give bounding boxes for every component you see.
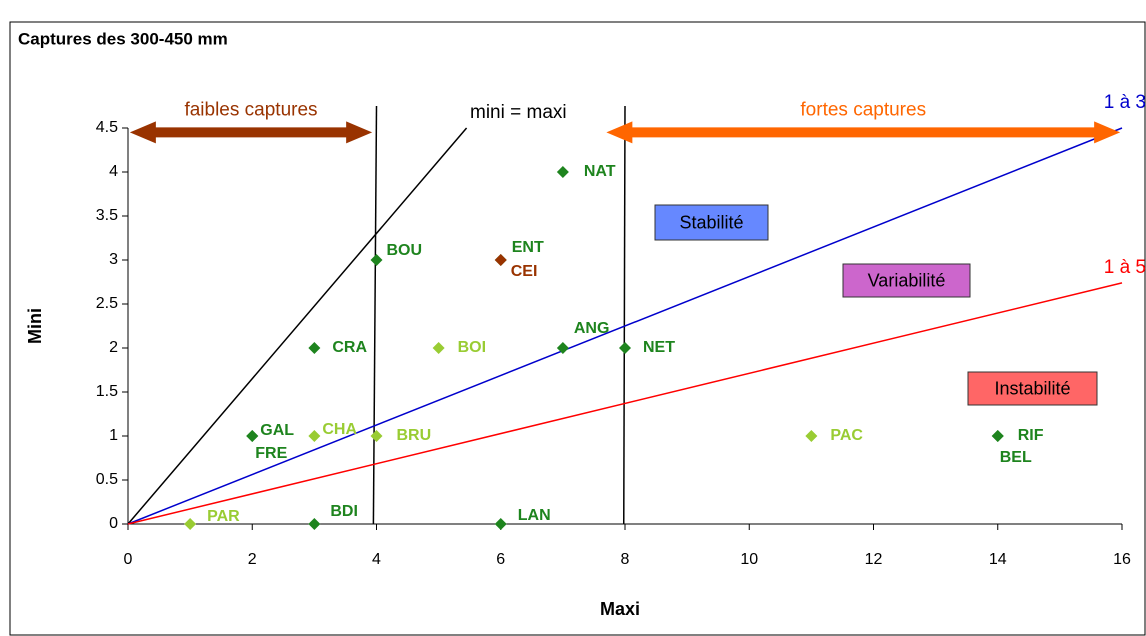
zone-box: [842, 263, 971, 298]
range-arrow: [129, 121, 373, 144]
point-label: CRA: [332, 339, 367, 356]
point: [494, 518, 507, 530]
ratio-line-label: 1 à 5: [1104, 257, 1146, 278]
zone-label: Stabilité: [679, 212, 743, 232]
point: [556, 166, 569, 178]
point-label: PAR: [207, 508, 240, 525]
y-tick-label: 4: [109, 163, 118, 180]
separator-line: [372, 105, 378, 525]
x-tick-label: 6: [496, 551, 505, 568]
point: [184, 518, 197, 530]
point: [308, 430, 321, 442]
zone-box: [967, 371, 1098, 406]
y-tick-label: 1.5: [96, 383, 118, 400]
range-arrow: [606, 121, 1121, 144]
zone-label: Instabilité: [994, 378, 1070, 398]
range-arrow-label: faibles captures: [184, 99, 317, 120]
x-tick-label: 0: [124, 551, 133, 568]
point-label: ENT: [512, 239, 544, 256]
point: [246, 430, 259, 442]
point: [370, 254, 383, 266]
y-tick-label: 2.5: [96, 295, 118, 312]
x-tick-label: 8: [621, 551, 630, 568]
point-label: LAN: [518, 507, 551, 524]
point: [494, 254, 507, 266]
y-axis-label: Mini: [25, 308, 45, 344]
x-tick-label: 2: [248, 551, 257, 568]
point-label: NET: [643, 339, 675, 356]
point-label: BRU: [397, 427, 432, 444]
point: [308, 342, 321, 354]
point-label: BOI: [458, 339, 486, 356]
y-tick-label: 3: [109, 251, 118, 268]
point-label: NAT: [584, 163, 616, 180]
ratio-line: [127, 127, 468, 525]
point-label: CEI: [511, 263, 538, 280]
point: [619, 342, 631, 354]
y-tick-label: 4.5: [96, 119, 118, 136]
chart-frame: [9, 21, 1146, 636]
x-tick-label: 16: [1113, 551, 1131, 568]
point: [432, 342, 445, 354]
ratio-line: [127, 127, 1123, 525]
point-label: GAL: [260, 422, 294, 439]
point-label: RIF: [1018, 427, 1044, 444]
separator-line: [623, 105, 626, 525]
point-label: BEL: [1000, 449, 1032, 466]
y-tick-label: 2: [109, 339, 118, 356]
y-tick-label: 1: [109, 427, 118, 444]
point: [805, 430, 818, 442]
x-tick-label: 4: [372, 551, 381, 568]
range-arrow-label: fortes captures: [800, 99, 926, 120]
chart-title: Captures des 300-450 mm: [18, 29, 228, 48]
y-tick-label: 0: [109, 515, 118, 532]
zone-label: Variabilité: [868, 270, 946, 290]
point-label: ANG: [574, 320, 610, 337]
x-axis-label: Maxi: [600, 599, 640, 619]
x-tick-label: 14: [989, 551, 1007, 568]
point-label: BDI: [330, 503, 358, 520]
point-label: FRE: [255, 445, 287, 462]
point-label: PAC: [830, 427, 863, 444]
point-label: BOU: [387, 242, 423, 259]
ratio-line: [127, 282, 1123, 525]
ratio-line-label: 1 à 3: [1104, 92, 1146, 113]
point: [308, 518, 321, 530]
point: [556, 342, 569, 354]
point: [991, 430, 1004, 442]
x-tick-label: 10: [740, 551, 758, 568]
y-tick-label: 3.5: [96, 207, 118, 224]
ratio-line-label: mini = maxi: [470, 102, 567, 123]
point-label: CHA: [322, 421, 357, 438]
y-tick-label: 0.5: [96, 471, 118, 488]
x-tick-label: 12: [865, 551, 883, 568]
point: [370, 430, 383, 442]
zone-box: [654, 204, 769, 241]
